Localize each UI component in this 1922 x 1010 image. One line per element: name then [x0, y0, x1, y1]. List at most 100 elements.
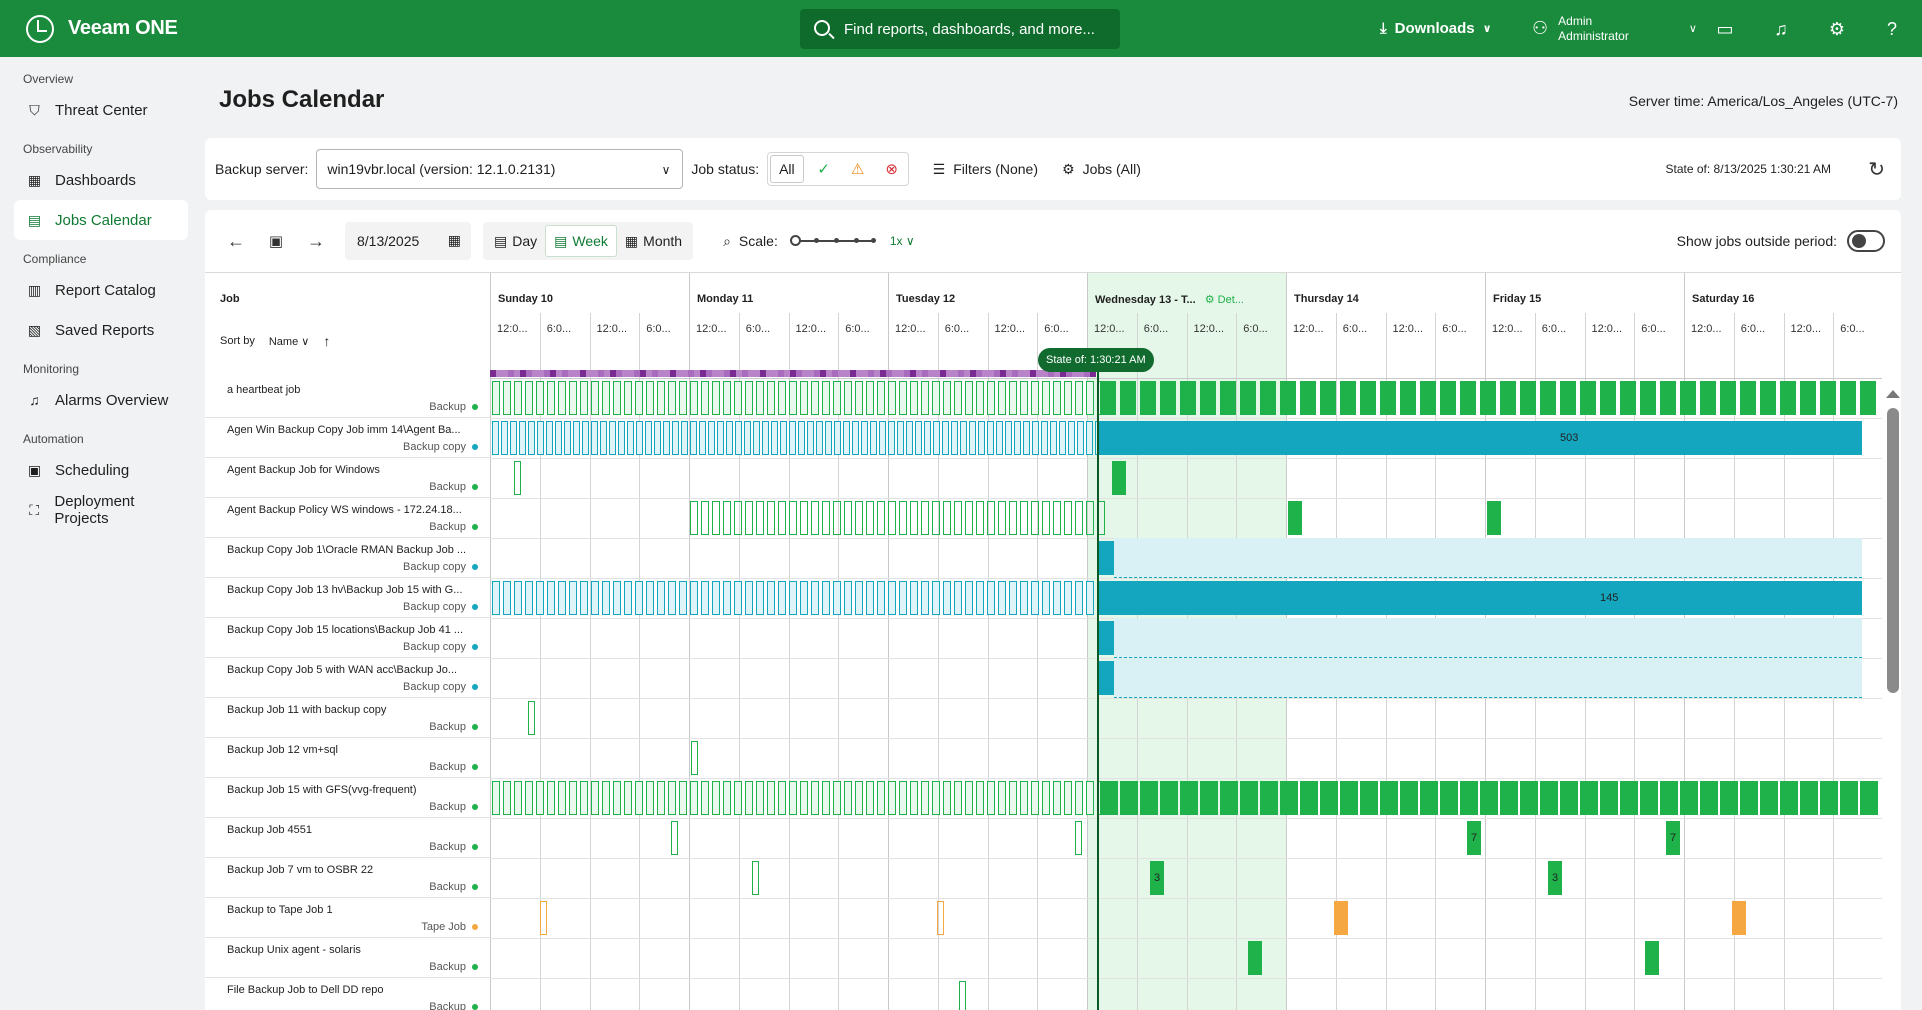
- job-run-bar[interactable]: [960, 421, 967, 455]
- job-run-bar[interactable]: [503, 581, 511, 615]
- job-run-bar[interactable]: [1248, 941, 1262, 975]
- job-run-bar[interactable]: [690, 501, 698, 535]
- job-run-bar[interactable]: [1064, 381, 1072, 415]
- job-run-bar[interactable]: [855, 501, 863, 535]
- job-row[interactable]: Agent Backup Job for Windows Backup: [205, 458, 490, 498]
- job-run-bar[interactable]: [1140, 381, 1156, 415]
- job-run-bar[interactable]: [510, 421, 517, 455]
- job-run-bar[interactable]: [1620, 781, 1638, 815]
- job-run-bar[interactable]: [866, 781, 874, 815]
- job-row[interactable]: Backup Copy Job 13 hv\Backup Job 15 with…: [205, 578, 490, 618]
- job-run-bar[interactable]: [987, 581, 995, 615]
- job-run-bar[interactable]: [1031, 781, 1039, 815]
- day-header[interactable]: Wednesday 13 - T... ⚙ Det...: [1087, 273, 1286, 378]
- job-run-bar[interactable]: [663, 421, 670, 455]
- job-run-bar[interactable]: [1020, 581, 1028, 615]
- job-run-bar[interactable]: [701, 381, 709, 415]
- job-run-bar[interactable]: [547, 381, 555, 415]
- job-run-bar[interactable]: [602, 581, 610, 615]
- sidebar-item-jobs-calendar[interactable]: ▤ Jobs Calendar: [14, 200, 188, 240]
- sidebar-item-report-catalog[interactable]: ▥ Report Catalog: [14, 270, 188, 310]
- job-run-bar[interactable]: [1042, 501, 1050, 535]
- job-run-bar[interactable]: [514, 581, 522, 615]
- job-run-bar[interactable]: [1140, 781, 1158, 815]
- job-run-bar[interactable]: [679, 581, 687, 615]
- job-run-bar[interactable]: [734, 781, 742, 815]
- job-run-bar[interactable]: [1500, 381, 1516, 415]
- job-run-bar[interactable]: [753, 421, 760, 455]
- job-run-bar[interactable]: [734, 581, 742, 615]
- job-run-bar[interactable]: [807, 421, 814, 455]
- job-run-bar[interactable]: [1120, 381, 1136, 415]
- job-run-bar[interactable]: [1160, 381, 1176, 415]
- job-run-bar[interactable]: [547, 581, 555, 615]
- jobs-button[interactable]: ⚙ Jobs (All): [1062, 161, 1141, 178]
- job-run-bar[interactable]: [734, 381, 742, 415]
- job-run-bar[interactable]: [1480, 781, 1498, 815]
- job-run-bar[interactable]: [1860, 381, 1876, 415]
- job-run-bar[interactable]: [1740, 381, 1756, 415]
- job-run-bar[interactable]: [1600, 781, 1618, 815]
- job-run-bar[interactable]: [789, 581, 797, 615]
- job-run-bar[interactable]: [503, 781, 511, 815]
- job-run-bar[interactable]: [811, 581, 819, 615]
- job-run-bar[interactable]: [1520, 781, 1538, 815]
- job-run-bar[interactable]: [1420, 781, 1438, 815]
- job-run-bar[interactable]: [1320, 381, 1336, 415]
- job-run-bar[interactable]: [1720, 781, 1738, 815]
- job-run-bar[interactable]: [954, 581, 962, 615]
- job-run-bar[interactable]: [899, 381, 907, 415]
- job-run-bar[interactable]: [1780, 381, 1796, 415]
- job-run-bar[interactable]: [745, 581, 753, 615]
- job-run-bar[interactable]: [1440, 381, 1456, 415]
- job-run-bar[interactable]: [646, 581, 654, 615]
- job-run-bar[interactable]: [756, 501, 764, 535]
- job-run-bar[interactable]: [734, 501, 742, 535]
- job-run-bar[interactable]: [921, 501, 929, 535]
- job-run-bar[interactable]: [657, 581, 665, 615]
- job-run-bar[interactable]: [1400, 781, 1418, 815]
- job-run-bar[interactable]: [798, 421, 805, 455]
- job-run-bar[interactable]: [1548, 861, 1562, 895]
- user-menu[interactable]: ⚇ Admin Administrator ∨: [1532, 0, 1697, 57]
- job-run-bar[interactable]: [789, 381, 797, 415]
- job-run-bar[interactable]: [855, 781, 863, 815]
- job-run-bar[interactable]: [668, 781, 676, 815]
- day-header[interactable]: Thursday 14: [1286, 273, 1485, 378]
- job-run-bar[interactable]: [843, 421, 850, 455]
- job-run-bar[interactable]: [1560, 781, 1578, 815]
- job-run-bar[interactable]: [745, 501, 753, 535]
- job-run-bar[interactable]: [536, 381, 544, 415]
- job-run-bar[interactable]: [569, 381, 577, 415]
- job-run-bar[interactable]: [756, 581, 764, 615]
- day-header[interactable]: Sunday 10: [490, 273, 689, 378]
- job-row[interactable]: Backup Job 15 with GFS(vvg-frequent) Back…: [205, 778, 490, 818]
- job-run-bar[interactable]: [1098, 541, 1114, 575]
- job-run-bar[interactable]: [800, 501, 808, 535]
- job-run-bar[interactable]: [537, 421, 544, 455]
- job-run-bar[interactable]: [1840, 381, 1856, 415]
- job-run-bar[interactable]: [976, 781, 984, 815]
- brand[interactable]: Veeam ONE: [26, 14, 178, 43]
- job-run-bar[interactable]: [558, 381, 566, 415]
- job-run-bar[interactable]: [877, 381, 885, 415]
- job-run-bar[interactable]: [1380, 781, 1398, 815]
- job-run-bar[interactable]: [580, 381, 588, 415]
- job-run-bar[interactable]: [1100, 781, 1118, 815]
- job-run-bar[interactable]: [1640, 381, 1656, 415]
- job-run-bar[interactable]: [1023, 421, 1030, 455]
- downloads-button[interactable]: ⤓ Downloads ∨: [1380, 0, 1492, 57]
- job-run-bar[interactable]: [681, 421, 688, 455]
- job-run-bar[interactable]: [888, 581, 896, 615]
- job-run-bar[interactable]: [1180, 381, 1196, 415]
- job-run-bar[interactable]: [712, 381, 720, 415]
- job-run-bar[interactable]: [879, 421, 886, 455]
- job-run-bar[interactable]: [921, 781, 929, 815]
- job-run-bar[interactable]: [600, 421, 607, 455]
- sidebar-item-threat-center[interactable]: ⛉ Threat Center: [14, 90, 188, 130]
- view-day-button[interactable]: ▤ Day: [486, 225, 545, 257]
- job-run-bar[interactable]: [965, 581, 973, 615]
- job-run-bar[interactable]: [1075, 581, 1083, 615]
- job-run-bar[interactable]: [1086, 581, 1094, 615]
- job-run-bar[interactable]: [978, 421, 985, 455]
